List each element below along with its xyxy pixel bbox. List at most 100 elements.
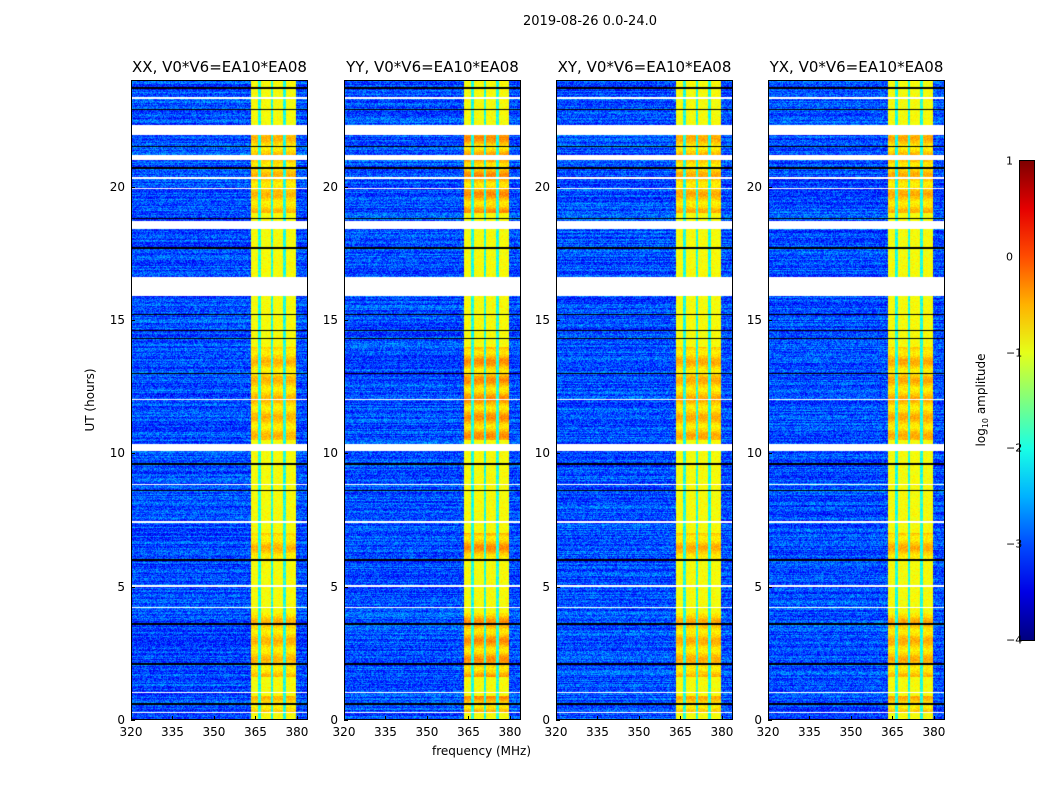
x-tick-mark (426, 716, 428, 720)
x-tick-label: 335 (374, 725, 397, 739)
y-tick-label: 15 (322, 313, 338, 327)
y-tick-label: 5 (330, 579, 338, 594)
panel-title: XY, V0*V6=EA10*EA08 (557, 58, 732, 76)
colorbar-tick-label: −3 (1006, 537, 1023, 551)
x-tick-mark (597, 716, 599, 720)
colorbar (1019, 160, 1035, 641)
x-tick-label: 320 (332, 725, 356, 739)
x-tick-label: 350 (202, 725, 226, 739)
x-tick-mark (468, 716, 470, 720)
x-tick-mark (213, 716, 215, 720)
y-tick-label: 20 (322, 179, 338, 194)
x-tick-label: 350 (839, 725, 863, 739)
x-tick-mark (556, 716, 557, 720)
figure-title: 2019-08-26 0.0-24.0 (523, 14, 657, 29)
x-tick-mark (131, 716, 132, 720)
y-tick-label: 5 (754, 579, 762, 594)
heatmap-yx (768, 80, 945, 720)
panel-yy: YY, V0*V6=EA10*EA08 0 5 10 15 20 320 335 350 365 3… (323, 58, 522, 739)
y-tick-label: 20 (746, 179, 762, 194)
heatmap-xy (556, 80, 733, 720)
x-tick-label: 320 (756, 725, 780, 739)
x-tick-mark (172, 716, 174, 720)
y-tick-label: 0 (330, 713, 338, 727)
panel-yx: YX, V0*V6=EA10*EA08 0 5 10 15 20 320 335 350 365 3… (747, 58, 946, 739)
x-tick-mark (933, 716, 935, 720)
heatmap-yy (344, 80, 521, 720)
y-tick-mark (556, 720, 560, 721)
x-tick-label: 380 (922, 725, 946, 739)
y-tick-mark (768, 186, 772, 188)
x-tick-mark (768, 716, 769, 720)
y-tick-mark (131, 320, 135, 321)
x-tick-label: 365 (881, 725, 904, 739)
y-tick-label: 15 (109, 313, 125, 327)
y-tick-label: 0 (117, 713, 125, 727)
x-tick-mark (296, 716, 298, 720)
y-tick-label: 15 (534, 313, 550, 327)
y-tick-mark (556, 453, 560, 455)
panel-title: XX, V0*V6=EA10*EA08 (132, 58, 307, 76)
y-tick-mark (768, 586, 772, 588)
y-tick-mark (344, 320, 348, 321)
x-tick-mark (344, 716, 345, 720)
colorbar-tick-label: −2 (1006, 441, 1023, 455)
x-tick-mark (385, 716, 387, 720)
x-tick-mark (892, 716, 894, 720)
y-tick-mark (131, 586, 135, 588)
x-tick-label: 380 (285, 725, 309, 739)
x-tick-label: 335 (161, 725, 184, 739)
y-tick-label: 10 (746, 446, 762, 461)
y-tick-label: 20 (109, 179, 125, 194)
x-tick-label: 365 (457, 725, 480, 739)
x-tick-label: 350 (627, 725, 651, 739)
panel-title: YY, V0*V6=EA10*EA08 (346, 58, 519, 76)
colorbar-tick-label: −1 (1006, 346, 1023, 360)
y-tick-label: 20 (534, 179, 550, 194)
y-tick-mark (768, 453, 772, 455)
y-axis-label: UT (hours) (83, 368, 97, 432)
y-tick-mark (768, 320, 772, 321)
y-tick-mark (556, 586, 560, 588)
x-tick-label: 365 (244, 725, 267, 739)
x-tick-label: 335 (798, 725, 821, 739)
y-tick-label: 5 (117, 579, 125, 594)
y-tick-label: 10 (534, 446, 550, 461)
x-tick-label: 365 (669, 725, 692, 739)
y-tick-mark (344, 586, 348, 588)
colorbar-label: log10 amplitude (973, 353, 991, 447)
x-tick-label: 350 (415, 725, 439, 739)
panel-title: YX, V0*V6=EA10*EA08 (769, 58, 944, 76)
y-tick-mark (131, 186, 135, 188)
x-tick-mark (509, 716, 511, 720)
heatmap-xx (131, 80, 308, 720)
panel-xx: XX, V0*V6=EA10*EA08 0 5 10 15 20 320 335 350 365 3… (110, 58, 309, 739)
y-tick-mark (344, 186, 348, 188)
x-tick-mark (850, 716, 852, 720)
colorbar-tick-label: −4 (1006, 633, 1023, 647)
y-tick-mark (131, 453, 135, 455)
x-tick-label: 380 (710, 725, 734, 739)
y-tick-label: 10 (322, 446, 338, 461)
panel-xy: XY, V0*V6=EA10*EA08 0 5 10 15 20 320 335 350 365 3… (535, 58, 734, 739)
y-tick-label: 0 (542, 713, 550, 727)
x-tick-mark (638, 716, 640, 720)
x-tick-mark (721, 716, 723, 720)
y-tick-mark (344, 453, 348, 455)
x-tick-label: 335 (586, 725, 609, 739)
x-axis-label: frequency (MHz) (432, 744, 532, 758)
y-tick-label: 5 (542, 579, 550, 594)
x-tick-mark (809, 716, 811, 720)
y-tick-label: 0 (754, 713, 762, 727)
x-tick-label: 380 (498, 725, 522, 739)
colorbar-tick-label: 0 (1006, 250, 1013, 264)
y-tick-mark (344, 720, 348, 721)
x-tick-mark (255, 716, 257, 720)
y-tick-mark (768, 720, 772, 721)
x-tick-label: 320 (119, 725, 143, 739)
x-tick-label: 320 (544, 725, 568, 739)
y-tick-mark (556, 320, 560, 321)
y-tick-label: 10 (109, 446, 125, 461)
y-tick-mark (556, 186, 560, 188)
